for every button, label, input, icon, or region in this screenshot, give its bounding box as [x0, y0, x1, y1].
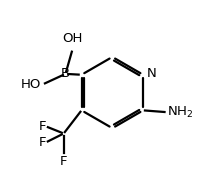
Text: OH: OH [62, 32, 83, 45]
Text: F: F [38, 120, 46, 133]
Text: F: F [60, 155, 67, 168]
Text: NH$_2$: NH$_2$ [167, 105, 194, 120]
Text: B: B [61, 67, 70, 80]
Text: HO: HO [21, 78, 42, 91]
Text: N: N [146, 67, 156, 80]
Text: F: F [38, 136, 46, 149]
